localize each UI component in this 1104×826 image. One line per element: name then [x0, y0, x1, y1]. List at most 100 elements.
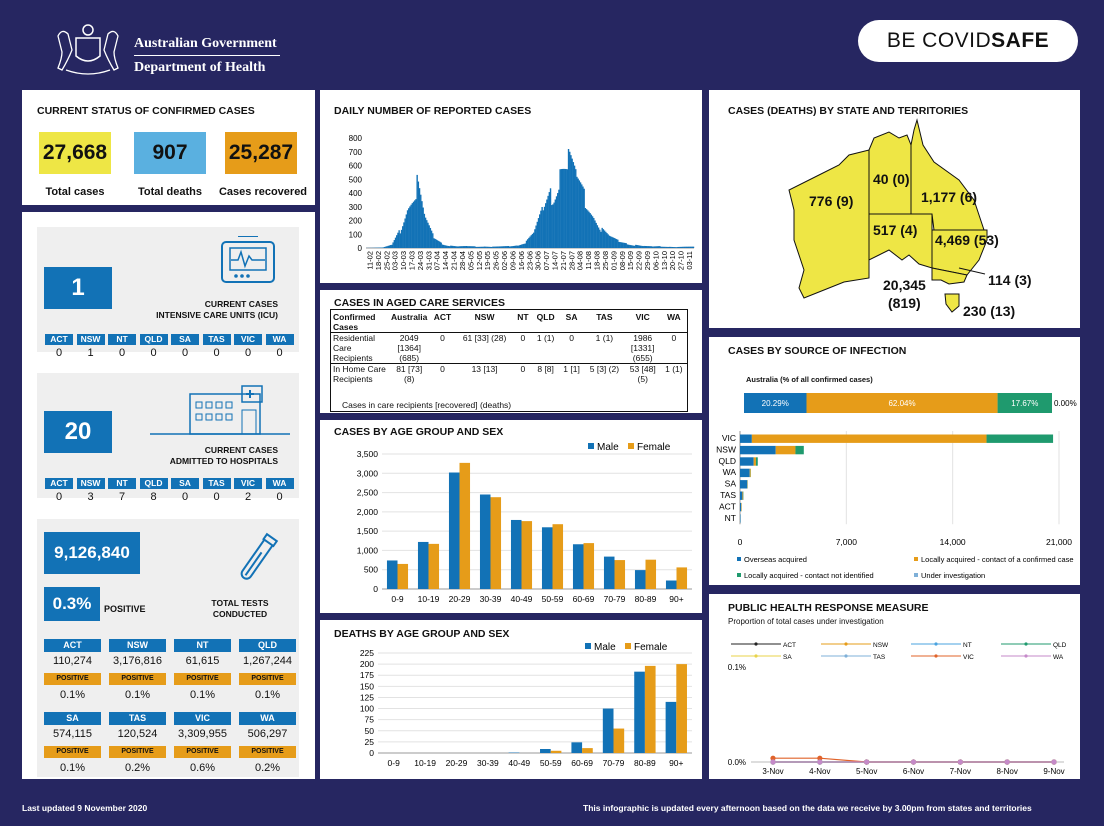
daily-bar: [513, 245, 516, 248]
source-bar-act: [740, 502, 742, 512]
daily-xtick: 11-08: [584, 251, 593, 270]
daily-bar: [583, 188, 585, 248]
capacity-panel: 1 CURRENT CASES INTENSIVE CARE UNITS (IC…: [22, 212, 315, 779]
daily-bar: [524, 243, 526, 248]
source-share-segment-0: [744, 393, 807, 413]
tests-positive-pct-wa: 0.2%: [254, 762, 281, 774]
daily-bar: [511, 246, 513, 248]
daily-xtick: 14-04: [441, 251, 450, 270]
icu-state-tag-qld: QLD: [139, 334, 168, 345]
aged-col-wa: WA: [667, 312, 681, 322]
daily-xtick: 24-03: [416, 251, 425, 270]
source-bar-vic: [986, 434, 1054, 443]
daily-bar: [386, 246, 388, 248]
age-bar-female: [614, 560, 626, 589]
daily-bar: [512, 246, 514, 248]
phr-point-wa: [770, 759, 776, 765]
daily-bar: [434, 238, 436, 248]
daily-bar: [486, 246, 488, 248]
daily-bar: [666, 246, 668, 248]
age-bar-male: [634, 570, 646, 589]
daily-bar: [597, 227, 600, 248]
tests-state-count-qld: 1,267,244: [243, 655, 292, 667]
daily-bar: [642, 246, 644, 248]
tests-state-count-sa: 574,115: [53, 728, 92, 740]
daily-bar: [472, 246, 475, 248]
age-bar-male: [540, 749, 551, 753]
hospital-state-tag-vic: VIC: [234, 478, 262, 489]
daily-bar: [450, 245, 452, 248]
hospital-state-value-qld: 8: [150, 491, 157, 503]
daily-bar: [519, 244, 522, 248]
daily-bar: [446, 245, 448, 248]
age-xtick: 0-9: [388, 758, 401, 768]
map-label-vic-cases: 20,345: [883, 277, 926, 293]
daily-bar: [553, 202, 555, 248]
daily-xtick: 31-03: [424, 251, 433, 270]
daily-bar: [523, 243, 525, 248]
phr-legend-marker-vic: [934, 654, 938, 658]
daily-bar: [571, 158, 573, 248]
daily-bar: [689, 246, 691, 248]
aged-col-qld: QLD: [536, 312, 555, 322]
map-label-vic-deaths: (819): [888, 295, 921, 311]
map-wa: [788, 149, 870, 299]
daily-bar: [569, 151, 571, 248]
phr-xtick: 7-Nov: [950, 767, 971, 776]
daily-bar: [384, 246, 386, 248]
phr-legend-label-nsw: NSW: [873, 642, 889, 649]
daily-xtick: 25-08: [601, 251, 610, 270]
phr-ytick: 0.1%: [728, 663, 746, 672]
legend-label-female: Female: [634, 642, 668, 653]
age-bar-female: [613, 728, 625, 753]
daily-bar: [565, 169, 567, 248]
aged-cell: 1 [1]: [563, 364, 580, 374]
daily-bar: [637, 245, 639, 248]
age-ytick: 1,000: [357, 545, 379, 555]
daily-bar: [576, 176, 578, 248]
age-xtick: 20-29: [446, 758, 468, 768]
phr-title: PUBLIC HEALTH RESPONSE MEASURE: [728, 602, 929, 614]
daily-bar: [483, 246, 486, 248]
aged-cell: In Home Care Recipients: [333, 364, 386, 384]
age-bar-male: [602, 708, 614, 753]
tests-positive-tag-qld: POSITIVE: [239, 673, 296, 685]
daily-bar: [393, 240, 396, 248]
daily-bar: [629, 244, 631, 248]
age-ytick: 1,500: [357, 526, 379, 536]
aged-care-row: Residential Care Recipients 2049 [1364] …: [331, 332, 687, 364]
phr-legend-label-sa: SA: [783, 654, 792, 661]
daily-bar: [536, 221, 539, 248]
covidsafe-safe: SAFE: [991, 29, 1050, 52]
daily-bar: [499, 246, 501, 248]
source-share-label-2: 17.67%: [1011, 399, 1038, 408]
tests-state-tag-nsw: NSW: [109, 639, 166, 652]
age-xtick: 50-59: [542, 594, 564, 604]
daily-bar: [656, 246, 659, 248]
map-label-act: 114 (3): [988, 272, 1032, 288]
icu-state-tag-nt: NT: [108, 334, 136, 345]
age-ytick: 175: [360, 670, 374, 680]
daily-bar: [400, 229, 403, 248]
tests-positive-tag-nsw: POSITIVE: [109, 673, 166, 685]
daily-bar: [448, 246, 451, 248]
source-state-label-wa: WA: [723, 467, 737, 477]
daily-bar: [681, 246, 684, 248]
daily-ytick: 300: [349, 203, 363, 212]
daily-bar: [481, 246, 483, 248]
daily-bar: [607, 234, 609, 248]
phr-chart: 0.1% 0.0% 3-Nov 4-Nov 5-Nov 6-Nov 7-Nov 8-Nov 9-…: [728, 642, 1067, 776]
icu-state-tag-act: ACT: [45, 334, 73, 345]
aged-cell: 1986 [1331] (655): [630, 333, 655, 363]
legend-swatch-female: [625, 643, 631, 649]
tests-state-tag-act: ACT: [44, 639, 101, 652]
daily-bar: [683, 246, 685, 248]
cases-age-chart: 0 500 1,000 1,500 2,000 2,500 3,000 3,500 0-9 10-…: [357, 442, 692, 604]
daily-bar: [428, 225, 430, 248]
gov-divider: [134, 55, 280, 56]
daily-bar: [535, 225, 537, 248]
daily-xtick: 30-06: [534, 251, 543, 270]
daily-bar: [662, 246, 665, 248]
daily-xtick: 21-07: [559, 251, 568, 270]
source-chart: 20.29% 62.04% 17.67% 0.00% 0 7,000 14,000 21,00…: [716, 393, 1077, 580]
